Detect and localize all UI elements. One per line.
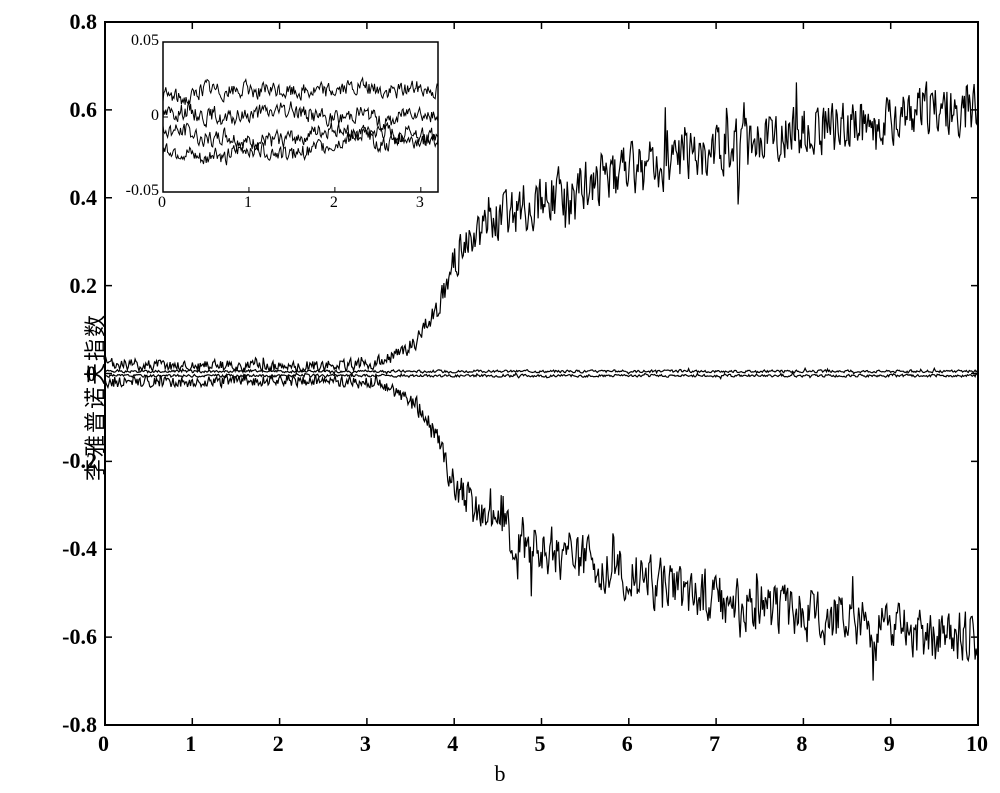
inset-xtick-label: 1 (244, 194, 252, 212)
xtick-label: 8 (796, 731, 807, 757)
inset-xtick-label: 2 (330, 194, 338, 212)
x-axis-label: b (495, 761, 506, 787)
xtick-label: 10 (966, 731, 988, 757)
xtick-label: 2 (273, 731, 284, 757)
xtick-label: 7 (709, 731, 720, 757)
ytick-label: 0.6 (70, 97, 98, 123)
ytick-label: 0 (86, 361, 97, 387)
xtick-label: 3 (360, 731, 371, 757)
inset-ytick-label: 0.05 (131, 32, 159, 50)
xtick-label: 6 (622, 731, 633, 757)
main-plot-svg (0, 0, 1000, 793)
ytick-label: 0.2 (70, 273, 98, 299)
xtick-label: 1 (185, 731, 196, 757)
xtick-label: 0 (98, 731, 109, 757)
inset-ytick-label: -0.05 (126, 182, 159, 200)
ytick-label: -0.4 (62, 536, 97, 562)
xtick-label: 5 (535, 731, 546, 757)
ytick-label: 0.8 (70, 9, 98, 35)
ytick-label: 0.4 (70, 185, 98, 211)
inset-xtick-label: 0 (158, 194, 166, 212)
xtick-label: 4 (447, 731, 458, 757)
chart-container: 李雅普诺夫指数 b 012345678910-0.8-0.6-0.4-0.200… (0, 0, 1000, 793)
xtick-label: 9 (884, 731, 895, 757)
ytick-label: -0.8 (62, 712, 97, 738)
inset-xtick-label: 3 (416, 194, 424, 212)
inset-ytick-label: 0 (151, 107, 159, 125)
ytick-label: -0.2 (62, 448, 97, 474)
ytick-label: -0.6 (62, 624, 97, 650)
